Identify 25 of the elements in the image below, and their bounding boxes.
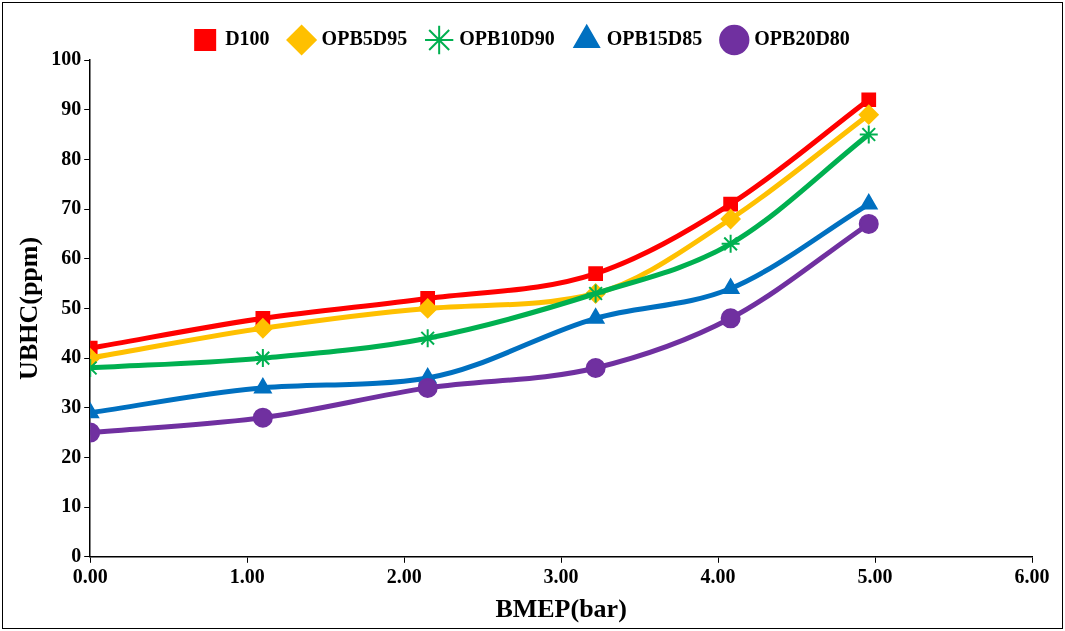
y-tick-label: 50 [61,295,82,318]
legend-label: OPB10D90 [459,27,555,50]
x-tick-label: 5.00 [857,564,893,587]
y-tick-label: 60 [61,245,82,268]
y-tick-label: 80 [61,146,82,169]
x-axis-title: BMEP(bar) [495,594,627,624]
legend-label: OPB5D95 [321,27,408,50]
legend-label: D100 [225,27,270,50]
x-tick-label: 3.00 [543,564,579,587]
x-tick-label: 6.00 [1014,564,1050,587]
legend-label: OPB15D85 [606,27,703,50]
x-tick-label: 4.00 [700,564,736,587]
x-tick-label: 1.00 [229,564,265,587]
y-tick-label: 0 [71,543,82,566]
y-tick-label: 100 [51,47,82,70]
y-tick-label: 40 [61,345,82,368]
y-tick-label: 20 [61,444,82,467]
y-tick-label: 10 [61,494,82,517]
y-tick-label: 90 [61,96,82,119]
y-axis-title: UBHC(ppm) [14,236,44,380]
y-tick-label: 30 [61,394,82,417]
legend-label: OPB20D80 [754,27,850,50]
x-tick-label: 0.00 [72,564,108,587]
x-tick-label: 2.00 [386,564,422,587]
y-tick-label: 70 [61,196,82,219]
